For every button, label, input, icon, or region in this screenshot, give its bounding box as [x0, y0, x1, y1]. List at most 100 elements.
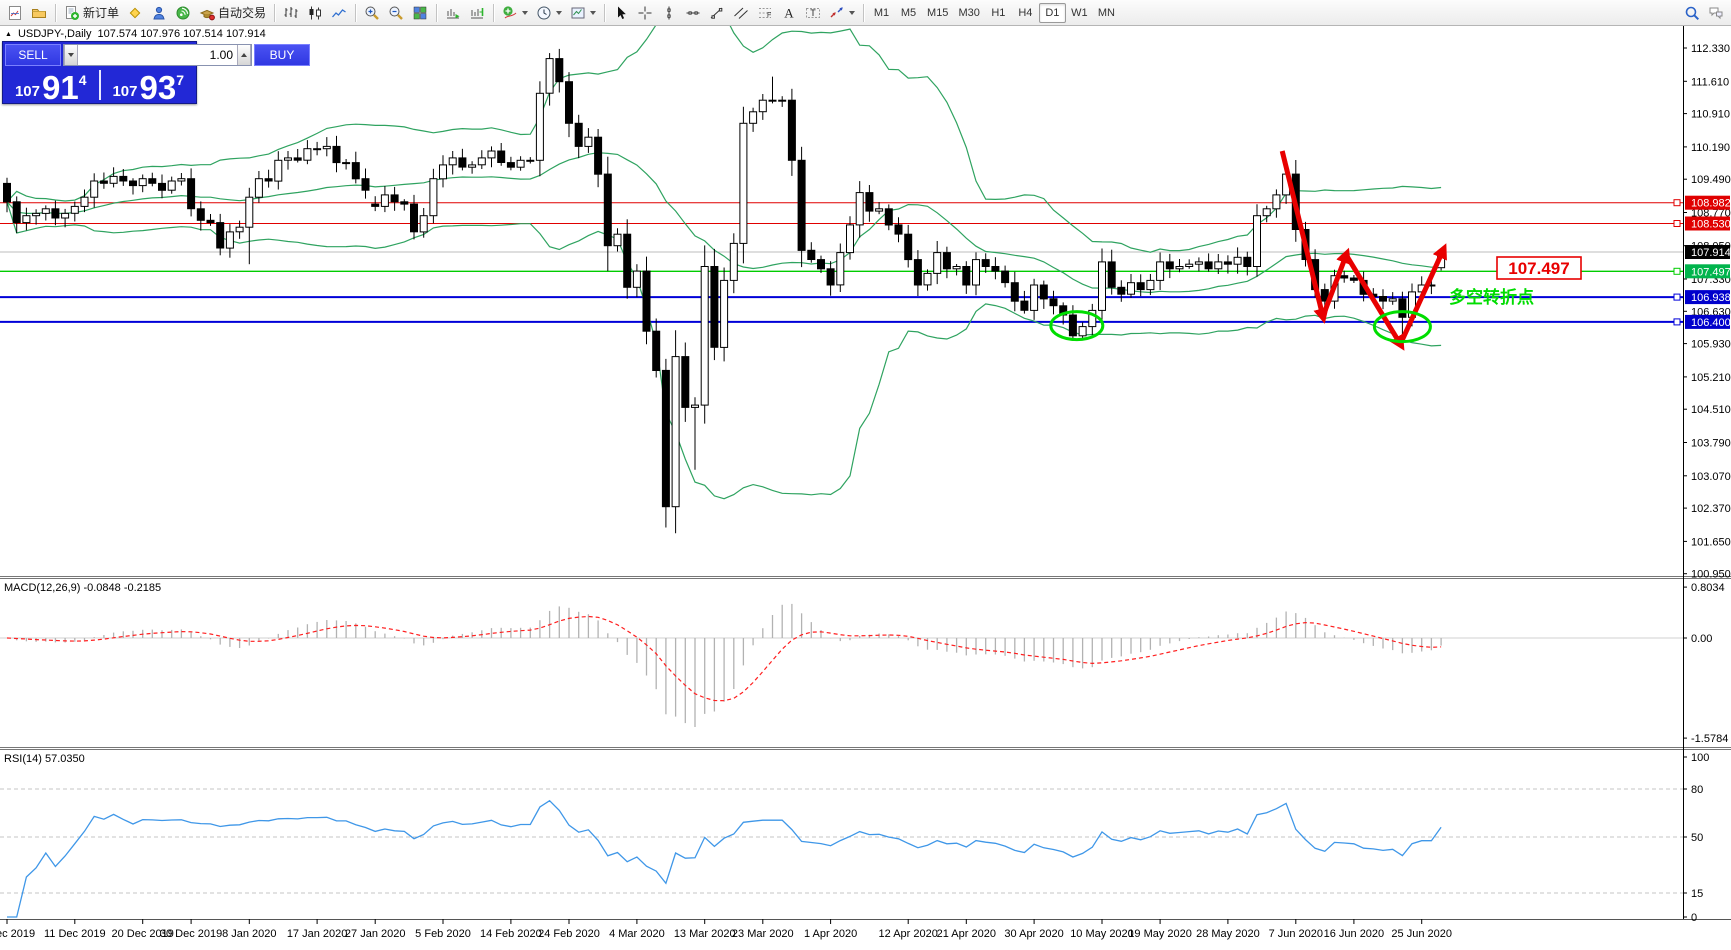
candlestick-chart-button[interactable]: [303, 2, 327, 24]
svg-text:RSI(14) 57.0350: RSI(14) 57.0350: [4, 753, 85, 765]
timeframe-button-mn[interactable]: MN: [1093, 3, 1120, 23]
svg-text:20 Dec 2019: 20 Dec 2019: [112, 928, 174, 940]
auto-scroll-button[interactable]: [441, 2, 465, 24]
community-button[interactable]: [147, 2, 171, 24]
svg-text:103.790: 103.790: [1691, 438, 1731, 450]
svg-text:100.950: 100.950: [1691, 569, 1731, 581]
chart-shift-button[interactable]: [465, 2, 489, 24]
svg-text:108.530: 108.530: [1691, 219, 1731, 231]
indicators-button[interactable]: [498, 2, 532, 24]
buy-button[interactable]: BUY: [254, 44, 310, 66]
zoom-in-icon: [365, 6, 379, 20]
svg-text:7 Jun 2020: 7 Jun 2020: [1269, 928, 1323, 940]
timeframe-button-m15[interactable]: M15: [922, 3, 953, 23]
line-chart-button[interactable]: [327, 2, 351, 24]
svg-text:107.497: 107.497: [1691, 266, 1731, 278]
svg-text:24 Feb 2020: 24 Feb 2020: [538, 928, 600, 940]
text-icon: A: [784, 5, 794, 20]
periods-button[interactable]: [532, 2, 566, 24]
timeframe-button-d1[interactable]: D1: [1038, 2, 1066, 23]
text-button[interactable]: A: [777, 2, 801, 24]
signals-button[interactable]: [171, 2, 195, 24]
svg-text:101.650: 101.650: [1691, 536, 1731, 548]
svg-text:80: 80: [1691, 784, 1703, 796]
candlestick-chart-icon: [309, 6, 322, 19]
cursor-icon: [618, 6, 626, 19]
chevron-down-icon: [556, 10, 563, 15]
svg-text:106.938: 106.938: [1691, 292, 1731, 304]
timeframe-button-w1[interactable]: W1: [1066, 3, 1093, 23]
one-click-trading-panel: SELL BUY 107 91 4 107 93 7: [2, 41, 310, 106]
svg-text:5 Feb 2020: 5 Feb 2020: [415, 928, 471, 940]
bar-chart-button[interactable]: [279, 2, 303, 24]
volume-increase-button[interactable]: [237, 45, 251, 65]
new-order-button[interactable]: 新订单: [60, 2, 123, 24]
vertical-line-button[interactable]: [657, 2, 681, 24]
timeframe-button-m1[interactable]: M1: [868, 3, 895, 23]
timeframe-button-m5[interactable]: M5: [895, 3, 922, 23]
svg-text:107.497: 107.497: [1508, 259, 1569, 278]
cursor-button[interactable]: [609, 2, 633, 24]
buy-price[interactable]: 107 93 7: [112, 68, 185, 106]
svg-text:0: 0: [1691, 912, 1697, 924]
svg-text:0.8034: 0.8034: [1691, 582, 1725, 594]
trendline-button[interactable]: [705, 2, 729, 24]
svg-text:30 Dec 2019: 30 Dec 2019: [160, 928, 222, 940]
toolbar-separator: [436, 3, 438, 22]
templates-icon: [571, 7, 585, 18]
arrows-button[interactable]: [825, 2, 859, 24]
tile-windows-button[interactable]: [408, 2, 432, 24]
chat-button[interactable]: [1704, 2, 1728, 24]
profiles-button[interactable]: [27, 2, 51, 24]
svg-text:13 Mar 2020: 13 Mar 2020: [674, 928, 736, 940]
svg-text:104.510: 104.510: [1691, 404, 1731, 416]
new-chart-button[interactable]: [3, 2, 27, 24]
svg-text:A: A: [784, 5, 794, 20]
autotrading-label: 自动交易: [218, 6, 267, 20]
timeframe-button-h1[interactable]: H1: [985, 3, 1012, 23]
svg-text:-1.5784: -1.5784: [1691, 733, 1728, 745]
search-button[interactable]: [1680, 2, 1704, 24]
volume-stepper: [63, 44, 252, 66]
svg-text:112.330: 112.330: [1691, 43, 1730, 55]
svg-text:103.070: 103.070: [1691, 471, 1731, 483]
metaeditor-button[interactable]: [123, 2, 147, 24]
profiles-icon: [32, 8, 46, 18]
svg-text:1 Apr 2020: 1 Apr 2020: [804, 928, 857, 940]
horizontal-line-button[interactable]: [681, 2, 705, 24]
svg-text:T: T: [810, 8, 816, 18]
svg-text:19 May 2020: 19 May 2020: [1128, 928, 1192, 940]
svg-text:11 Dec 2019: 11 Dec 2019: [44, 928, 106, 940]
svg-text:102.370: 102.370: [1691, 503, 1731, 515]
timeframe-button-m30[interactable]: M30: [953, 3, 984, 23]
equidistant-channel-button[interactable]: [729, 2, 753, 24]
zoom-in-button[interactable]: [360, 2, 384, 24]
text-label-button[interactable]: T: [801, 2, 825, 24]
timeframe-button-h4[interactable]: H4: [1012, 3, 1039, 23]
trendline-icon: [710, 7, 723, 19]
svg-text:15: 15: [1691, 888, 1703, 900]
svg-text:105.210: 105.210: [1691, 372, 1731, 384]
arrows-icon: [830, 6, 843, 17]
trade-panel-controls: SELL BUY: [3, 42, 310, 67]
main-toolbar: 新订单 自动交易 F A T M1 M5 M15 M30 H1 H4 D1 W1 MN: [0, 0, 1731, 26]
community-icon: [153, 6, 165, 19]
new-chart-icon: [9, 5, 21, 20]
svg-text:17 Jan 2020: 17 Jan 2020: [287, 928, 348, 940]
templates-button[interactable]: [566, 2, 600, 24]
volume-input[interactable]: [78, 45, 237, 65]
periods-icon: [537, 6, 551, 19]
svg-text:105.930: 105.930: [1691, 339, 1731, 351]
chat-icon: [1709, 7, 1723, 19]
volume-decrease-button[interactable]: [64, 45, 78, 65]
chart-title: ▲ USDJPY-,Daily 107.574 107.976 107.514 …: [5, 28, 266, 40]
fibonacci-button[interactable]: F: [753, 2, 777, 24]
sell-button[interactable]: SELL: [5, 44, 61, 66]
horizontal-line-icon: [686, 10, 700, 15]
zoom-out-button[interactable]: [384, 2, 408, 24]
autotrading-button[interactable]: 自动交易: [195, 2, 270, 24]
svg-text:4 Mar 2020: 4 Mar 2020: [609, 928, 665, 940]
sell-price[interactable]: 107 91 4: [14, 68, 87, 106]
crosshair-button[interactable]: [633, 2, 657, 24]
